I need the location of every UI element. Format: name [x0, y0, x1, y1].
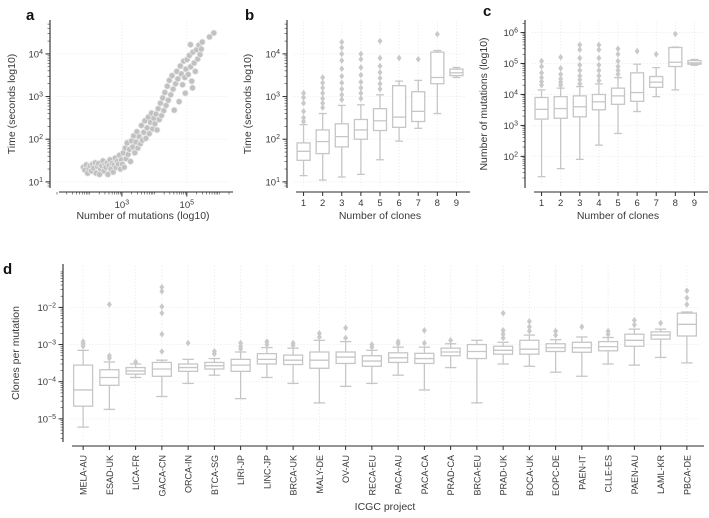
- svg-text:OV-AU: OV-AU: [341, 455, 351, 483]
- svg-text:4: 4: [358, 198, 363, 209]
- svg-text:103: 103: [504, 120, 519, 132]
- svg-text:9: 9: [454, 198, 459, 209]
- svg-text:102: 102: [29, 134, 44, 146]
- panel-d-plot: 10−5 10−4 10−3 10−2 MELA-AU ESAD-UK LICA-FR GAC…: [37, 264, 704, 497]
- axes: 10−5 10−4 10−3 10−2 MELA-AU ESAD-UK LICA-FR GAC…: [37, 264, 704, 497]
- svg-text:LINC-JP: LINC-JP: [262, 455, 272, 489]
- svg-text:MELA-AU: MELA-AU: [79, 455, 89, 495]
- svg-text:101: 101: [266, 177, 281, 189]
- svg-text:102: 102: [266, 134, 281, 146]
- scatter-points: [79, 29, 218, 178]
- svg-text:2: 2: [320, 198, 325, 209]
- panel-a-x-axis-title-text: Number of mutations (log10): [76, 210, 210, 222]
- svg-text:BTCA-SG: BTCA-SG: [210, 455, 220, 495]
- svg-text:104: 104: [504, 89, 519, 101]
- axes: 101 102 103 104 103 105: [29, 20, 233, 211]
- svg-text:LIRI-JP: LIRI-JP: [236, 455, 246, 485]
- svg-text:2: 2: [558, 198, 563, 209]
- svg-text:105: 105: [180, 200, 195, 212]
- svg-text:PBCA-DE: PBCA-DE: [682, 455, 692, 495]
- svg-text:LAML-KR: LAML-KR: [656, 455, 666, 495]
- svg-text:106: 106: [504, 28, 519, 40]
- axes: 101 102 103 104 1 2 3 4 5 6 7 8 9: [266, 20, 470, 209]
- svg-text:103: 103: [115, 200, 130, 212]
- panel-a-x-axis-title: Number of mutations (log10): [57, 210, 229, 222]
- svg-text:RECA-EU: RECA-EU: [367, 455, 377, 496]
- svg-text:9: 9: [692, 198, 697, 209]
- panel-b-plot: 101 102 103 104 1 2 3 4 5 6 7 8 9: [266, 20, 470, 209]
- svg-text:104: 104: [266, 49, 281, 61]
- box-plots: [534, 30, 702, 178]
- axes: 102 103 104 105 106 1 2 3 4 5 6 7 8 9: [504, 20, 708, 209]
- svg-text:104: 104: [29, 49, 44, 61]
- panel-d: d Clones per mutation 10−5 10−4 10−3 10−2 ME…: [0, 252, 709, 518]
- panel-b-x-axis-title: Number of clones: [294, 210, 466, 222]
- svg-text:PRAD-CA: PRAD-CA: [446, 455, 456, 496]
- svg-text:7: 7: [654, 198, 659, 209]
- panel-b-letter: b: [245, 7, 255, 24]
- box-plots: [72, 283, 698, 428]
- panel-c: c Number of mutations (log10) 102 103 104 1…: [472, 0, 709, 252]
- svg-text:3: 3: [577, 198, 582, 209]
- svg-text:103: 103: [266, 92, 281, 104]
- svg-text:1: 1: [301, 198, 306, 209]
- svg-text:5: 5: [615, 198, 620, 209]
- svg-text:8: 8: [435, 198, 440, 209]
- svg-text:1: 1: [539, 198, 544, 209]
- panel-c-plot: 102 103 104 105 106 1 2 3 4 5 6 7 8 9: [504, 20, 708, 209]
- panel-a: a Time (seconds log10) 101 102 103 104 103 10…: [0, 0, 236, 252]
- svg-text:GACA-CN: GACA-CN: [157, 455, 167, 497]
- svg-text:ORCA-IN: ORCA-IN: [184, 455, 194, 493]
- svg-text:3: 3: [339, 198, 344, 209]
- svg-text:101: 101: [29, 177, 44, 189]
- svg-text:10−5: 10−5: [37, 414, 56, 426]
- svg-text:10−3: 10−3: [37, 340, 56, 352]
- svg-text:5: 5: [377, 198, 382, 209]
- svg-text:PAEN-IT: PAEN-IT: [577, 455, 587, 490]
- svg-text:CLLE-ES: CLLE-ES: [604, 455, 614, 493]
- svg-text:8: 8: [673, 198, 678, 209]
- svg-text:102: 102: [504, 151, 519, 163]
- svg-text:6: 6: [396, 198, 401, 209]
- svg-text:BRCA-UK: BRCA-UK: [289, 455, 299, 496]
- svg-text:EOPC-DE: EOPC-DE: [551, 455, 561, 496]
- svg-text:7: 7: [416, 198, 421, 209]
- svg-text:PRAD-UK: PRAD-UK: [499, 455, 509, 496]
- svg-text:BRCA-EU: BRCA-EU: [472, 455, 482, 496]
- panel-b-x-axis-title-text: Number of clones: [338, 210, 422, 222]
- gridlines: [70, 266, 700, 440]
- svg-text:ESAD-UK: ESAD-UK: [105, 455, 115, 495]
- box-plots: [296, 30, 464, 181]
- panel-d-letter: d: [3, 261, 13, 278]
- svg-text:103: 103: [29, 92, 44, 104]
- svg-text:MALY-DE: MALY-DE: [315, 455, 325, 494]
- svg-text:4: 4: [596, 198, 601, 209]
- panel-a-letter: a: [26, 7, 35, 24]
- svg-text:PAEN-AU: PAEN-AU: [630, 455, 640, 494]
- panel-b: b Time (seconds log10) 101 102 103 104 1 2 3 4 5…: [236, 0, 473, 252]
- svg-text:105: 105: [504, 59, 519, 71]
- svg-text:10−4: 10−4: [37, 377, 56, 389]
- svg-text:10−2: 10−2: [37, 302, 56, 314]
- panel-d-x-axis-title: ICGC project: [70, 501, 700, 513]
- svg-text:PACA-AU: PACA-AU: [394, 455, 404, 494]
- panel-c-x-axis-title: Number of clones: [532, 210, 704, 222]
- svg-text:LICA-FR: LICA-FR: [131, 455, 141, 491]
- panel-c-x-axis-title-text: Number of clones: [576, 210, 660, 222]
- panel-d-x-axis-title-text: ICGC project: [354, 501, 416, 513]
- svg-text:6: 6: [634, 198, 639, 209]
- svg-text:BOCA-UK: BOCA-UK: [525, 455, 535, 496]
- panel-c-letter: c: [483, 3, 492, 20]
- panel-a-plot: 101 102 103 104 103 105: [29, 20, 233, 211]
- svg-text:PACA-CA: PACA-CA: [420, 455, 430, 494]
